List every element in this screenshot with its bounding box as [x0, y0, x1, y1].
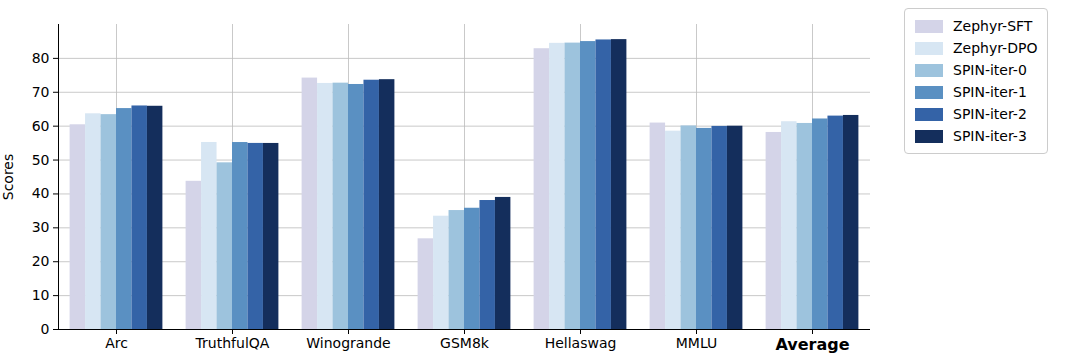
svg-text:Arc: Arc — [105, 335, 128, 351]
html-text:Zephyr-DPO: Zephyr-DPO — [953, 40, 1038, 56]
html-text:SPIN-iter-0: SPIN-iter-0 — [953, 62, 1027, 78]
svg-text:70: 70 — [32, 84, 50, 100]
svg-text:40: 40 — [32, 185, 50, 201]
svg-text:0: 0 — [41, 321, 50, 337]
svg-text:80: 80 — [32, 50, 50, 66]
svg-text:Average: Average — [775, 335, 849, 354]
html-text:Zephyr-SFT: Zephyr-SFT — [953, 18, 1033, 34]
svg-text:50: 50 — [32, 152, 50, 168]
html-text:SPIN-iter-1: SPIN-iter-1 — [953, 84, 1027, 100]
svg-text:Winogrande: Winogrande — [306, 335, 390, 351]
svg-text:TruthfulQA: TruthfulQA — [195, 335, 270, 351]
svg-text:20: 20 — [32, 253, 50, 269]
svg-text:10: 10 — [32, 287, 50, 303]
svg-text:60: 60 — [32, 118, 50, 134]
svg-text:MMLU: MMLU — [676, 335, 718, 351]
html-text:SPIN-iter-3: SPIN-iter-3 — [953, 128, 1027, 144]
svg-text:Hellaswag: Hellaswag — [545, 335, 617, 351]
svg-text:GSM8k: GSM8k — [440, 335, 490, 351]
svg-text:30: 30 — [32, 219, 50, 235]
html-text:SPIN-iter-2: SPIN-iter-2 — [953, 106, 1027, 122]
svg-text:Scores: Scores — [0, 154, 16, 201]
